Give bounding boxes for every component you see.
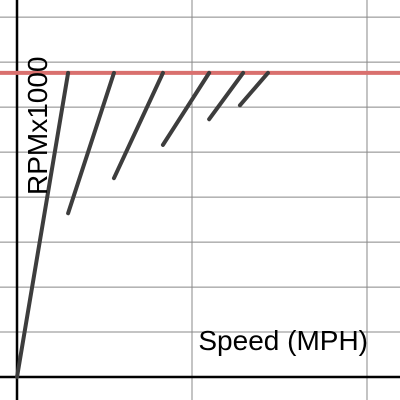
- gear-line: [207, 70, 246, 122]
- x-axis-label: Speed (MPH): [198, 325, 368, 356]
- plot: [0, 70, 400, 380]
- gear-line: [237, 70, 270, 108]
- gear-line: [15, 70, 71, 380]
- gear-line: [160, 70, 212, 147]
- y-axis-label: RPMx1000: [22, 56, 53, 195]
- gear-line: [111, 70, 165, 181]
- gear-line: [66, 70, 116, 216]
